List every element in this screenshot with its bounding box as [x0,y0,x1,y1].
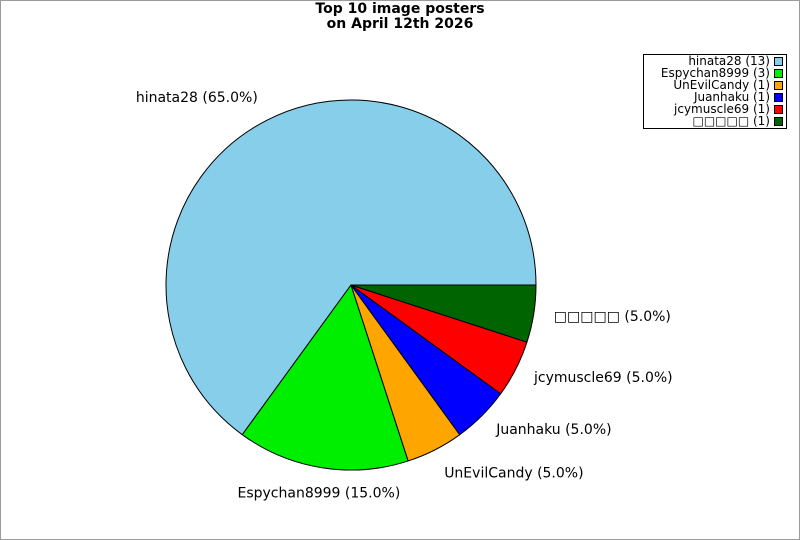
legend-item-label: Juanhaku (1) [693,89,770,104]
legend-item: UnEvilCandy (1) [646,78,783,93]
chart-title-line2: on April 12th 2026 [326,16,474,32]
legend-item-label: Espychan8999 (3) [660,66,770,81]
legend-item: jcymuscle69 (1) [646,101,783,116]
pie-slice-1 [165,99,537,436]
legend-item-label: □□□□□ (1) [692,113,770,128]
chart-title: Top 10 image posters on April 12th 2026 [1,2,799,32]
legend-box: hinata28 (13) Espychan8999 (3) UnEvilCandy… [643,54,787,129]
legend-item: Espychan8999 (3) [646,66,783,81]
pie-slice-label: hinata28 (65.0%) [136,90,258,106]
legend-item: hinata28 (13) [646,54,783,69]
legend-swatch-icon [774,116,783,126]
pie-slice-label: Juanhaku (5.0%) [495,422,611,438]
pie-slice-label: □□□□□ (5.0%) [554,309,671,325]
chart-title-line1: Top 10 image posters [315,1,485,17]
legend-swatch-icon [774,81,783,91]
legend-item-label: UnEvilCandy (1) [673,78,770,93]
legend-item: □□□□□ (1) [646,113,783,128]
legend-swatch-icon [774,69,783,79]
legend-swatch-icon [774,92,783,102]
pie-slice-label: jcymuscle69 (5.0%) [533,370,673,386]
legend-swatch-icon [774,57,783,67]
legend-swatch-icon [774,104,783,114]
pie-slice-label: Espychan8999 (15.0%) [237,485,400,501]
legend-item-label: hinata28 (13) [688,54,770,69]
legend-item-label: jcymuscle69 (1) [674,101,770,116]
pie-slice-6 [350,284,537,343]
pie-slice-2 [241,284,409,471]
pie-slice-label: UnEvilCandy (5.0%) [444,466,583,482]
legend-item: Juanhaku (1) [646,89,783,104]
